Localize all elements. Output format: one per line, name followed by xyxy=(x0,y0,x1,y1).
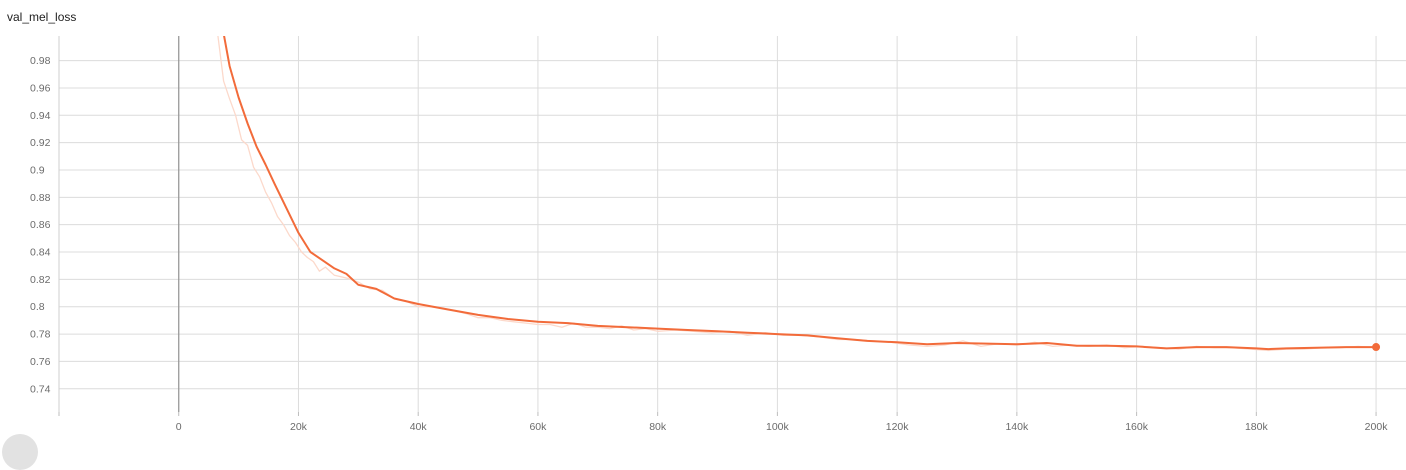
y-tick-label: 0.9 xyxy=(30,164,45,176)
y-tick-label: 0.88 xyxy=(30,192,51,204)
y-tick-label: 0.78 xyxy=(30,329,51,341)
y-tick-label: 0.74 xyxy=(30,383,51,395)
x-tick-label: 200k xyxy=(1365,421,1389,433)
y-tick-label: 0.94 xyxy=(30,110,51,122)
y-tick-label: 0.8 xyxy=(30,301,45,313)
line-chart[interactable]: 0.74 0.76 0.78 0.8 0.82 0.84 0.86 0.88 0.9 0.92 0.… xyxy=(0,0,1406,442)
x-tick-label: 140k xyxy=(1005,421,1029,433)
plot-area xyxy=(217,36,1378,352)
y-tick-label: 0.92 xyxy=(30,137,51,149)
series-end-point xyxy=(1372,343,1381,352)
y-tick-label: 0.98 xyxy=(30,55,51,67)
y-tick-label: 0.82 xyxy=(30,274,51,286)
x-tick-label: 80k xyxy=(649,421,667,433)
y-tick-label: 0.84 xyxy=(30,247,51,259)
x-tick-label: 180k xyxy=(1245,421,1269,433)
x-tick-label: 0 xyxy=(176,421,182,433)
chart-action-button[interactable] xyxy=(2,434,38,470)
y-tick-label: 0.76 xyxy=(30,356,51,368)
x-tick-label: 20k xyxy=(290,421,308,433)
smoothed-series-line xyxy=(223,36,1378,351)
raw-series-line xyxy=(217,36,1377,352)
y-tick-label: 0.86 xyxy=(30,219,51,231)
x-tick-label: 160k xyxy=(1125,421,1149,433)
y-tick-label: 0.96 xyxy=(30,82,51,94)
grid xyxy=(59,36,1406,412)
x-tick-label: 40k xyxy=(410,421,428,433)
x-tick-label: 60k xyxy=(529,421,547,433)
x-tick-label: 120k xyxy=(886,421,910,433)
chart-title: val_mel_loss xyxy=(7,10,77,24)
x-tick-label: 100k xyxy=(766,421,790,433)
